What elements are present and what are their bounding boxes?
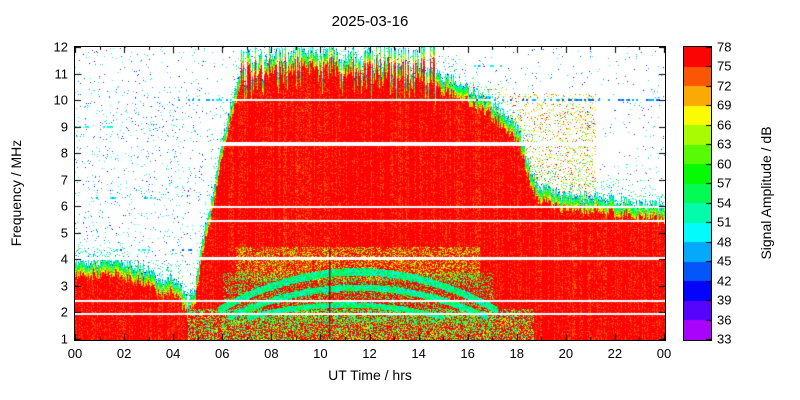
x-tick-label: 14 [411,346,426,361]
colorbar-tick-label: 75 [717,58,732,74]
colorbar-canvas [684,47,711,340]
x-tick-label: 18 [509,346,524,361]
y-tick-label: 11 [54,66,69,82]
colorbar-tick-label: 57 [717,175,732,191]
colorbar-tick-label: 36 [717,312,732,328]
x-tick-label: 12 [362,346,377,361]
x-tick-label: 20 [558,346,574,361]
colorbar-tick-label: 60 [717,156,732,172]
y-tick-label: 7 [60,172,68,188]
y-tick-label: 2 [60,304,68,320]
colorbar-tick-label: 63 [717,136,732,152]
chart-title: 2025-03-16 [331,13,409,30]
colorbar-tick-label: 66 [717,117,732,133]
y-tick-label: 8 [60,145,68,161]
y-tick-label: 6 [60,198,68,214]
y-tick-label: 5 [60,225,68,241]
y-tick-label: 3 [60,278,68,294]
colorbar-tick-label: 39 [717,292,732,308]
colorbar-tick-label: 45 [717,253,732,269]
x-tick-label: 10 [313,346,328,361]
spectrogram-canvas [75,47,665,340]
x-axis-label: UT Time / hrs [328,367,412,383]
x-tick-label: 22 [607,346,623,361]
y-tick-label: 10 [53,92,68,108]
colorbar-tick-label: 54 [717,195,732,211]
colorbar-tick-label: 42 [717,273,732,289]
x-tick-label: 02 [116,346,132,361]
x-tick-label: 16 [460,346,475,361]
x-tick-label: 06 [215,346,230,361]
colorbar-tick-label: 51 [717,214,732,230]
y-tick-label: 9 [60,119,68,135]
y-tick-label: 4 [60,251,68,267]
colorbar-tick-label: 33 [717,331,732,347]
x-tick-label: 00 [67,346,83,361]
colorbar-label: Signal Amplitude / dB [758,126,774,260]
x-tick-label: 00 [656,346,672,361]
x-tick-label: 08 [264,346,279,361]
colorbar-tick-label: 72 [717,78,732,94]
colorbar-tick-label: 48 [717,234,732,250]
colorbar [683,46,712,341]
plot-area [74,46,666,341]
y-tick-label: 12 [53,39,68,55]
colorbar-tick-label: 78 [717,39,732,55]
x-tick-label: 04 [165,346,181,361]
y-tick-label: 1 [60,331,68,347]
colorbar-tick-label: 69 [717,97,732,113]
